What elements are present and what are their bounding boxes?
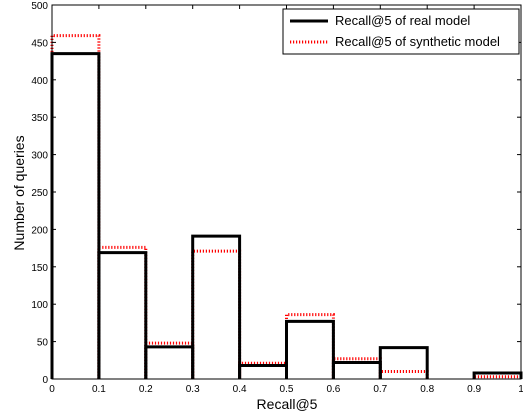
y-tick-label: 0 [42, 375, 48, 386]
x-tick-label: 0.2 [139, 384, 153, 395]
y-tick-label: 100 [31, 300, 48, 311]
x-tick-label: 1 [518, 384, 523, 395]
bar-real-1 [97, 251, 148, 379]
x-tick-label: 0.4 [233, 384, 247, 395]
y-axis-title: Number of queries [11, 135, 27, 250]
y-tick-label: 300 [31, 151, 48, 162]
legend-label-synthetic: Recall@5 of synthetic model [335, 34, 500, 49]
bar-real-7 [378, 346, 429, 379]
plot-area [52, 5, 521, 379]
legend-box [282, 8, 520, 55]
ticks: 0 0.1 0.2 0.3 0.4 0.5 0.6 0.7 0.8 0.9 1 0 50 100 150 20… [31, 1, 523, 395]
legend: Recall@5 of real model Recall@5 of synth… [282, 8, 520, 55]
y-tick-label: 350 [31, 113, 48, 124]
bar-synthetic-5 [285, 313, 335, 379]
x-tick-label: 0.9 [467, 384, 481, 395]
series-real [50, 52, 523, 379]
y-tick-label: 250 [31, 188, 48, 199]
x-tick-label: 0 [49, 384, 55, 395]
x-tick-label: 0.6 [326, 384, 340, 395]
x-axis-title: Recall@5 [257, 396, 318, 412]
plot-background [52, 5, 521, 379]
x-tick-label: 0.8 [420, 384, 434, 395]
legend-label-real: Recall@5 of real model [335, 13, 470, 28]
x-tick-label: 0.1 [92, 384, 106, 395]
bar-real-3 [191, 234, 242, 379]
bar-real-5 [285, 319, 335, 379]
x-tick-label: 0.3 [186, 384, 200, 395]
y-tick-label: 150 [31, 263, 48, 274]
y-tick-label: 450 [31, 38, 48, 49]
y-tick-label: 400 [31, 76, 48, 87]
x-tick-label: 0.5 [280, 384, 294, 395]
y-tick-label: 50 [37, 338, 49, 349]
x-tick-label: 0.7 [373, 384, 387, 395]
bar-synthetic-4 [238, 361, 288, 379]
y-tick-label: 500 [31, 1, 48, 12]
y-tick-label: 200 [31, 225, 48, 236]
